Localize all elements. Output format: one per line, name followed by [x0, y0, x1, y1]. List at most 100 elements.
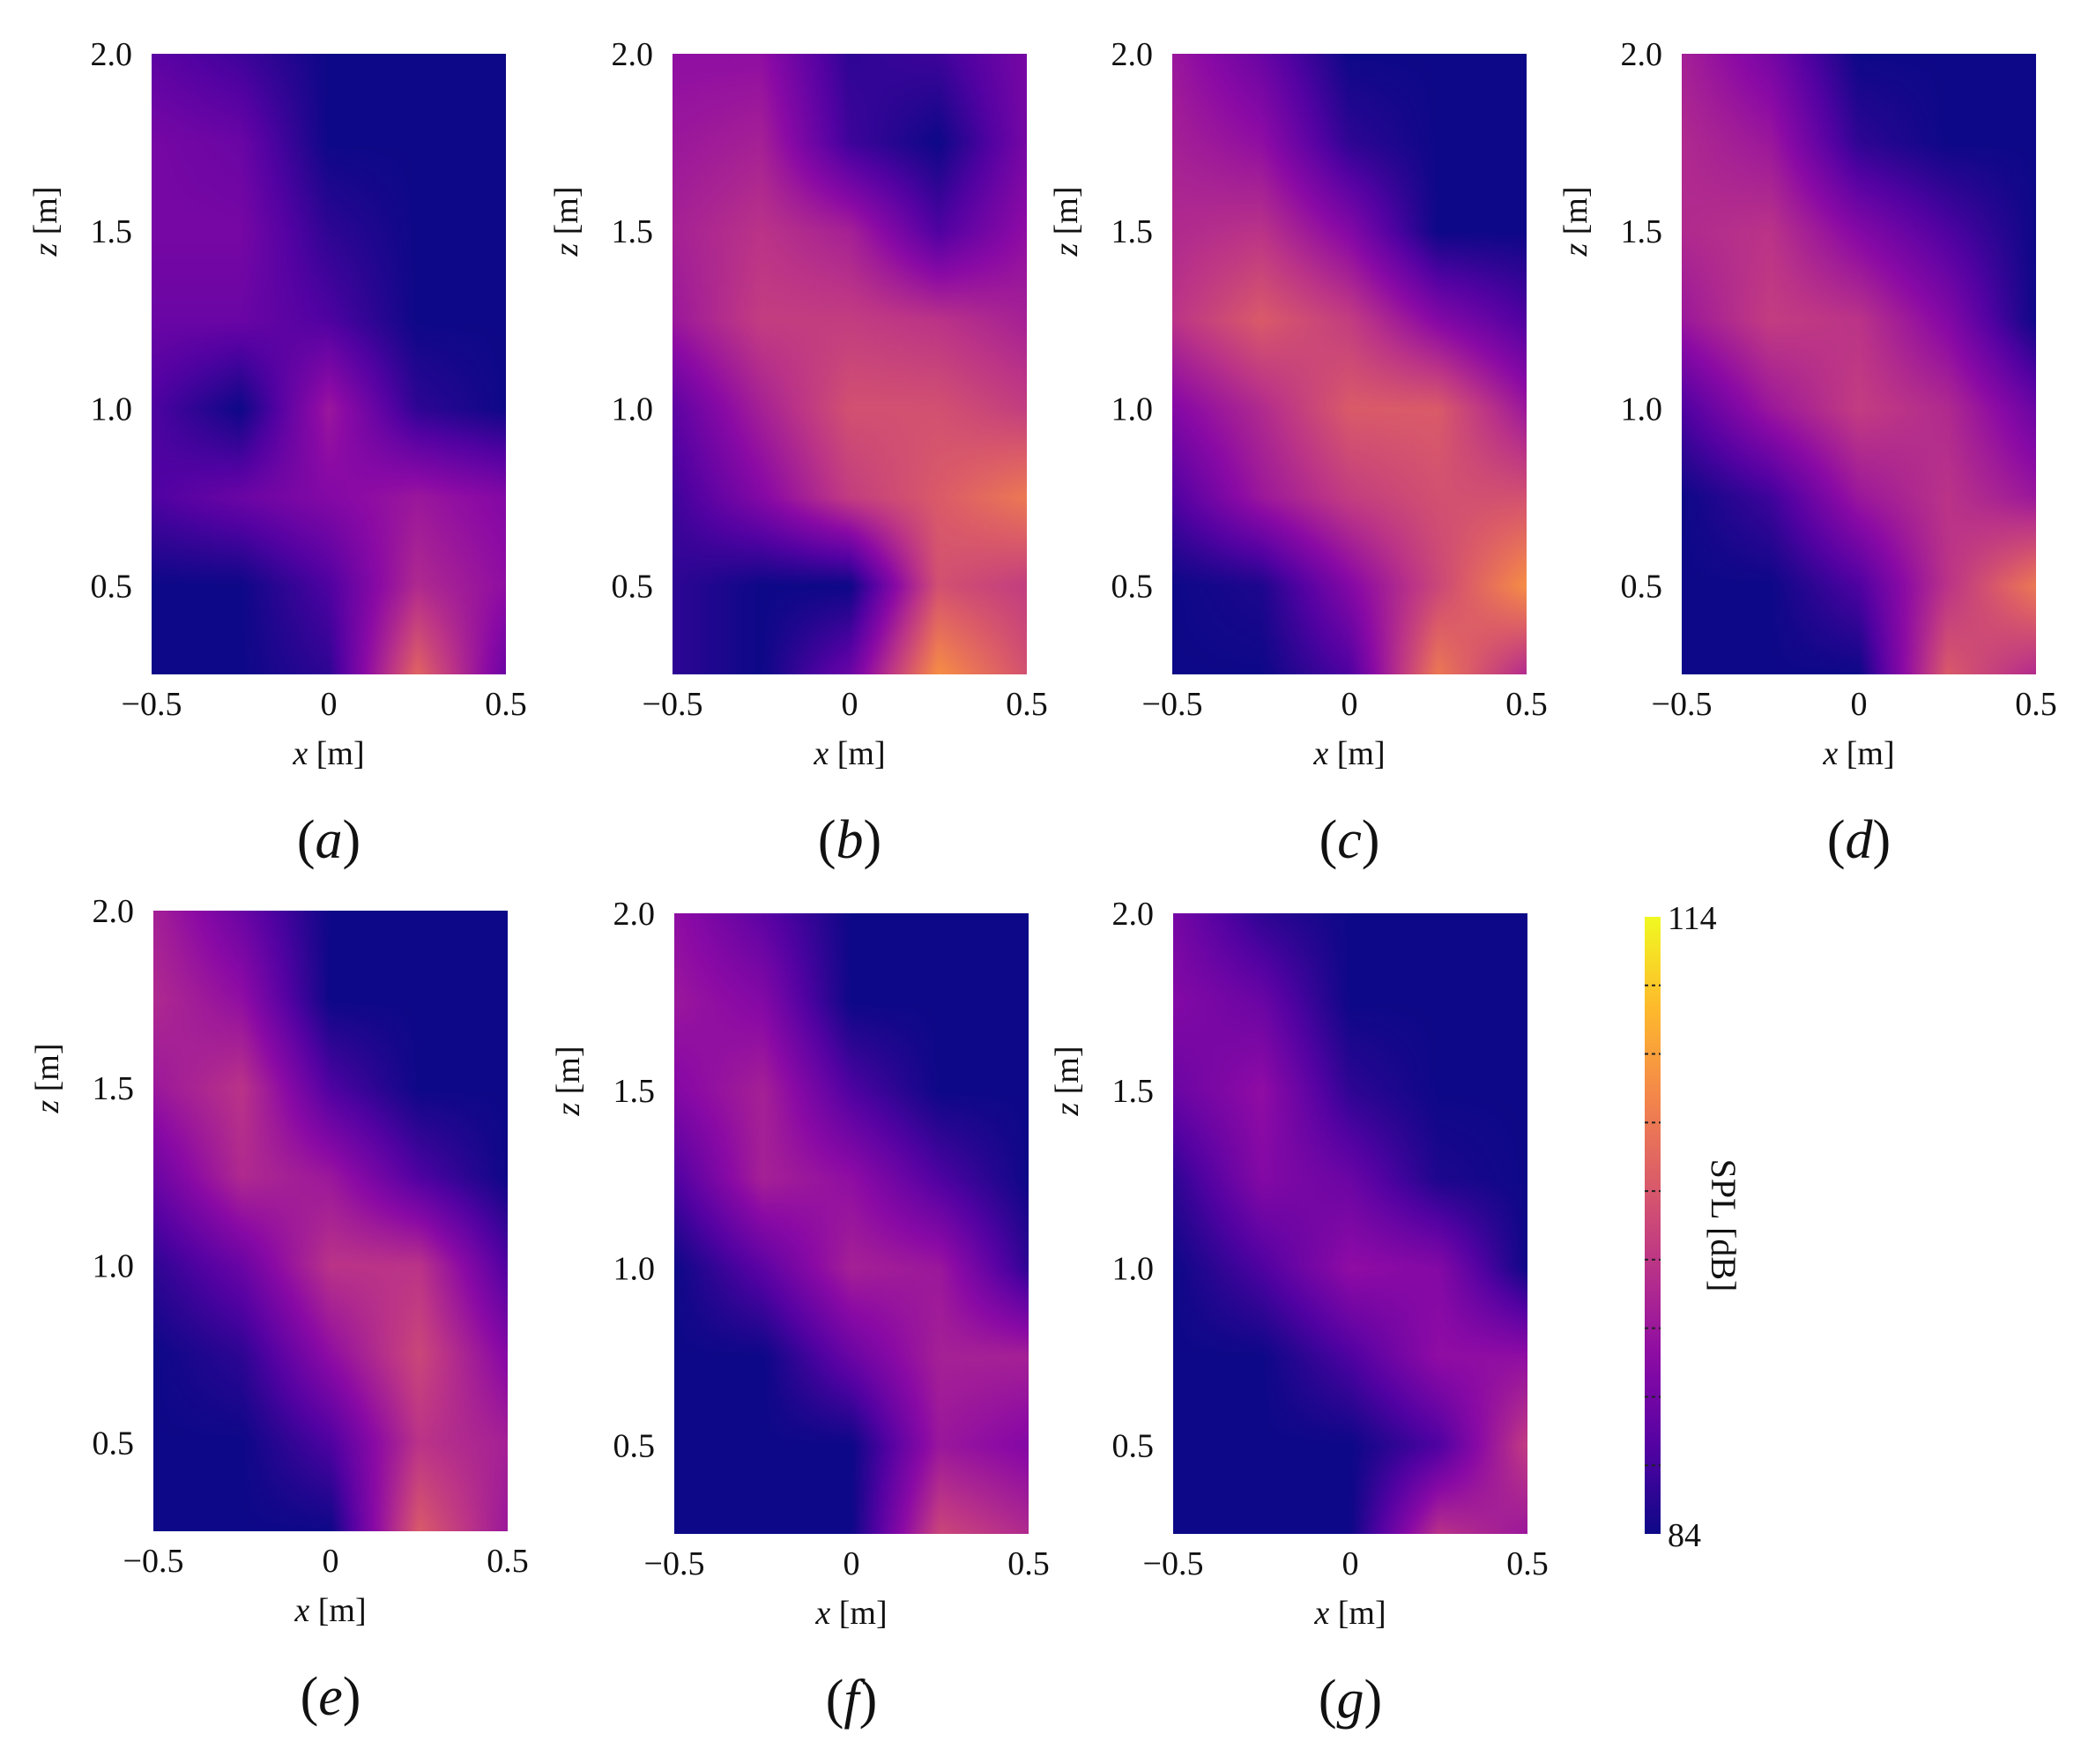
colorbar-min-label: 84	[1668, 1517, 1701, 1554]
panel-caption: (d)	[1827, 810, 1891, 870]
y-axis-var: z	[29, 1100, 66, 1114]
y-axis-var: z	[1049, 1103, 1086, 1117]
panel-letter: a	[316, 810, 343, 870]
y-tick-label: 1.5	[613, 1073, 656, 1110]
x-axis-var: x	[292, 735, 308, 772]
x-axis-unit: [m]	[1328, 735, 1385, 772]
y-tick-label: 1.0	[612, 391, 654, 428]
x-axis-var: x	[1312, 735, 1328, 772]
colorbar-max-label: 114	[1668, 900, 1717, 937]
x-tick-label: −0.5	[122, 686, 182, 723]
panel-caption: (a)	[297, 810, 360, 870]
y-tick-label: 1.0	[1112, 1250, 1155, 1287]
x-axis-unit: [m]	[309, 1592, 366, 1629]
y-tick-label: 0.5	[613, 1427, 656, 1464]
x-tick-label: 0.5	[1506, 1545, 1549, 1582]
y-axis-label: z [m]	[550, 1046, 587, 1116]
x-tick-label: −0.5	[1652, 686, 1713, 723]
y-tick-label: 2.0	[613, 896, 656, 933]
x-tick-label: 0.5	[1007, 1545, 1050, 1582]
y-axis-label: z [m]	[27, 186, 64, 257]
y-tick-label: 0.5	[612, 568, 654, 605]
x-tick-label: 0	[1342, 686, 1358, 723]
x-tick-label: −0.5	[643, 686, 703, 723]
y-tick-label: 1.5	[1111, 213, 1154, 250]
heatmap-b	[673, 54, 1027, 674]
x-axis-unit: [m]	[829, 735, 885, 772]
panel-letter: b	[836, 810, 864, 870]
y-tick-label: 2.0	[612, 36, 654, 73]
y-tick-label: 1.5	[91, 213, 133, 250]
y-axis-var: z	[27, 243, 64, 257]
y-tick-label: 1.0	[613, 1250, 656, 1287]
x-tick-label: 0.5	[2015, 686, 2057, 723]
x-axis-unit: [m]	[1838, 735, 1894, 772]
heatmap-a	[152, 54, 506, 674]
x-tick-label: 0.5	[485, 686, 527, 723]
y-tick-label: 1.5	[612, 213, 654, 250]
y-axis-unit: [m]	[1048, 186, 1085, 242]
y-axis-unit: [m]	[29, 1043, 66, 1099]
y-tick-label: 1.0	[91, 391, 133, 428]
x-axis-var: x	[814, 1595, 830, 1632]
x-tick-label: −0.5	[1143, 1545, 1204, 1582]
y-tick-label: 1.0	[1621, 391, 1663, 428]
y-tick-label: 0.5	[1111, 568, 1154, 605]
x-axis-unit: [m]	[1329, 1595, 1386, 1632]
y-axis-label: z [m]	[1557, 186, 1594, 257]
y-tick-label: 1.5	[93, 1070, 135, 1107]
y-tick-label: 2.0	[1112, 896, 1155, 933]
panel-letter: e	[318, 1667, 343, 1727]
y-tick-label: 2.0	[91, 36, 133, 73]
y-axis-label: z [m]	[29, 1043, 66, 1113]
y-tick-label: 0.5	[91, 568, 133, 605]
y-axis-var: z	[548, 243, 585, 257]
x-axis-var: x	[294, 1592, 309, 1629]
x-axis-label: x [m]	[1313, 1595, 1386, 1632]
y-axis-var: z	[1048, 243, 1085, 257]
panel-d: −0.5 0 0.50.51.01.52.0x [m]z [m](d)	[1557, 36, 2057, 870]
y-tick-label: 2.0	[93, 893, 135, 930]
panel-caption: (g)	[1319, 1670, 1382, 1730]
colorbar-gradient	[1645, 917, 1661, 1534]
y-tick-label: 0.5	[93, 1425, 135, 1462]
y-axis-var: z	[1557, 243, 1594, 257]
panel-letter: c	[1337, 810, 1362, 870]
y-tick-label: 0.5	[1112, 1427, 1155, 1464]
x-tick-label: 0	[323, 1543, 339, 1580]
x-axis-label: x [m]	[813, 735, 885, 772]
y-tick-label: 2.0	[1111, 36, 1154, 73]
y-axis-unit: [m]	[548, 186, 585, 242]
y-axis-unit: [m]	[1049, 1046, 1086, 1102]
panel-f: −0.5 0 0.5 0.5 1.0 1.5 2.0 x [m] z [m] (f)	[550, 896, 1050, 1730]
x-tick-label: 0	[842, 686, 858, 723]
x-tick-label: −0.5	[123, 1543, 184, 1580]
heatmap-f	[674, 913, 1029, 1534]
x-axis-unit: [m]	[830, 1595, 887, 1632]
y-tick-label: 1.5	[1112, 1073, 1155, 1110]
x-axis-label: x [m]	[1822, 735, 1894, 772]
y-tick-label: 1.5	[1621, 213, 1663, 250]
heatmap-g	[1173, 913, 1527, 1534]
x-tick-label: −0.5	[644, 1545, 705, 1582]
panel-caption: (c)	[1319, 810, 1380, 870]
panel-a: −0.5 0 0.5 0.5 1.0 1.5 2.0 x [m] z [m] (a)	[27, 36, 527, 870]
y-tick-label: 2.0	[1621, 36, 1663, 73]
x-tick-label: 0	[1342, 1545, 1359, 1582]
x-tick-label: 0	[844, 1545, 860, 1582]
y-axis-label: z [m]	[1049, 1046, 1086, 1116]
y-axis-var: z	[550, 1103, 587, 1117]
panel-letter: g	[1337, 1670, 1364, 1730]
x-tick-label: 0.5	[1006, 686, 1048, 723]
panel-c: −0.5 0 0.50.51.01.52.0x [m]z [m](c)	[1048, 36, 1548, 870]
y-axis-unit: [m]	[1557, 186, 1594, 242]
x-axis-label: x [m]	[292, 735, 364, 772]
panel-caption: (f)	[826, 1670, 878, 1730]
colorbar: 114 84 SPL [dB]	[1645, 900, 1743, 1554]
x-tick-label: 0.5	[1505, 686, 1548, 723]
heatmap-e	[153, 911, 508, 1531]
heatmap-c	[1172, 54, 1527, 674]
x-tick-label: −0.5	[1142, 686, 1203, 723]
x-tick-label: 0	[321, 686, 338, 723]
